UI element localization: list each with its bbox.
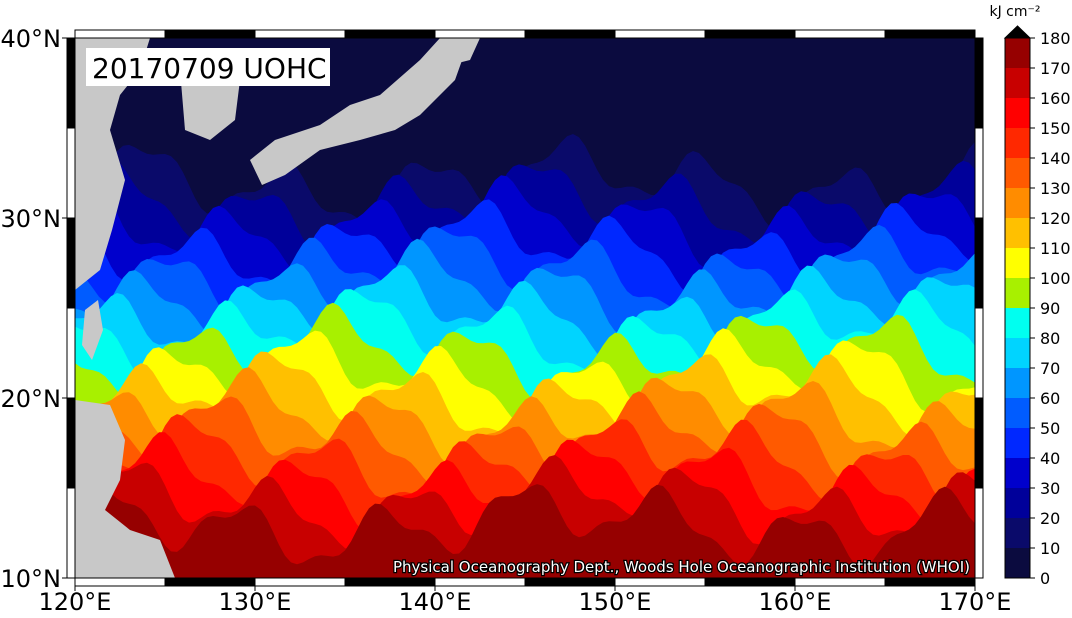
frame-segment: [254, 29, 346, 39]
colorbar-band: [1005, 398, 1030, 428]
y-tick-label: 10°N: [1, 565, 62, 593]
frame-segment: [66, 307, 76, 399]
colorbar-band: [1005, 548, 1030, 578]
frame-segment: [974, 397, 984, 489]
colorbar-band: [1005, 368, 1030, 398]
frame-segment: [66, 397, 76, 489]
colorbar-band: [1005, 158, 1030, 188]
colorbar-tick-label: 170: [1040, 59, 1071, 78]
frame-segment: [66, 487, 76, 579]
colorbar-tick-label: 80: [1040, 329, 1060, 348]
colorbar-tick-label: 140: [1040, 149, 1071, 168]
colorbar-tick-label: 20: [1040, 509, 1060, 528]
colorbar-tick-label: 30: [1040, 479, 1060, 498]
frame-segment: [974, 217, 984, 309]
x-tick-label: 160°E: [759, 588, 832, 614]
frame-segment: [66, 37, 76, 129]
colorbar-tick-label: 150: [1040, 119, 1071, 138]
frame-segment: [974, 487, 984, 579]
colorbar-band: [1005, 128, 1030, 158]
frame-segment: [66, 127, 76, 219]
frame-segment: [74, 577, 166, 587]
colorbar-tick-label: 110: [1040, 239, 1071, 258]
y-tick-label: 30°N: [1, 205, 62, 233]
frame-segment: [974, 37, 984, 129]
frame-segment: [344, 29, 436, 39]
frame-segment: [524, 29, 616, 39]
frame-segment: [614, 577, 706, 587]
frame-segment: [794, 577, 886, 587]
frame-segment: [794, 29, 886, 39]
frame-segment: [704, 577, 796, 587]
frame-segment: [974, 307, 984, 399]
frame-segment: [884, 29, 976, 39]
colorbar-band: [1005, 98, 1030, 128]
colorbar-tick-label: 60: [1040, 389, 1060, 408]
frame-segment: [164, 29, 256, 39]
colorbar-tick-label: 130: [1040, 179, 1071, 198]
colorbar-band: [1005, 188, 1030, 218]
colorbar-tick-label: 180: [1040, 29, 1071, 48]
colorbar-tick-label: 100: [1040, 269, 1071, 288]
colorbar-band: [1005, 428, 1030, 458]
colorbar-band: [1005, 518, 1030, 548]
frame-segment: [884, 577, 976, 587]
land: [75, 38, 480, 578]
frame-segment: [344, 577, 436, 587]
colorbar-tick-label: 70: [1040, 359, 1060, 378]
frame-segment: [66, 217, 76, 309]
frame-segment: [434, 29, 526, 39]
map-area: [75, 38, 975, 578]
frame-segment: [614, 29, 706, 39]
map-title: 20170709 UOHC: [92, 52, 327, 85]
colorbar-band: [1005, 68, 1030, 98]
frame-segment: [974, 127, 984, 219]
frame-segment: [254, 577, 346, 587]
x-tick-label: 130°E: [219, 588, 292, 614]
y-tick-label: 20°N: [1, 385, 62, 413]
colorbar-tick-label: 120: [1040, 209, 1071, 228]
x-tick-label: 120°E: [39, 588, 112, 614]
frame-segment: [434, 577, 526, 587]
colorbar-tick-label: 50: [1040, 419, 1060, 438]
colorbar-band: [1005, 308, 1030, 338]
colorbar-band: [1005, 278, 1030, 308]
colorbar-band: [1005, 338, 1030, 368]
credit: Physical Oceanography Dept., Woods Hole …: [393, 558, 970, 576]
ohc-contour: [75, 477, 975, 578]
colorbar-band: [1005, 38, 1030, 68]
frame-segment: [524, 577, 616, 587]
colorbar-tick-label: 90: [1040, 299, 1060, 318]
x-tick-label: 140°E: [399, 588, 472, 614]
plot-border: [74, 37, 976, 579]
colorbar-extend: [1003, 25, 1032, 39]
colorbar-tick-label: 10: [1040, 539, 1060, 558]
x-tick-label: 170°E: [939, 588, 1012, 614]
colorbar-band: [1005, 248, 1030, 278]
frame-segment: [164, 577, 256, 587]
frame-segment: [704, 29, 796, 39]
colorbar-band: [1005, 218, 1030, 248]
y-tick-label: 40°N: [1, 25, 62, 53]
map-frame: [66, 29, 984, 587]
colorbar-label: kJ cm⁻²: [989, 4, 1040, 20]
title-box: [86, 48, 330, 86]
colorbar-tick-label: 40: [1040, 449, 1060, 468]
colorbar-band: [1005, 458, 1030, 488]
colorbar-band: [1005, 488, 1030, 518]
colorbar-tick-label: 160: [1040, 89, 1071, 108]
x-tick-label: 150°E: [579, 588, 652, 614]
colorbar-tick-label: 0: [1040, 569, 1050, 588]
frame-segment: [74, 29, 166, 39]
